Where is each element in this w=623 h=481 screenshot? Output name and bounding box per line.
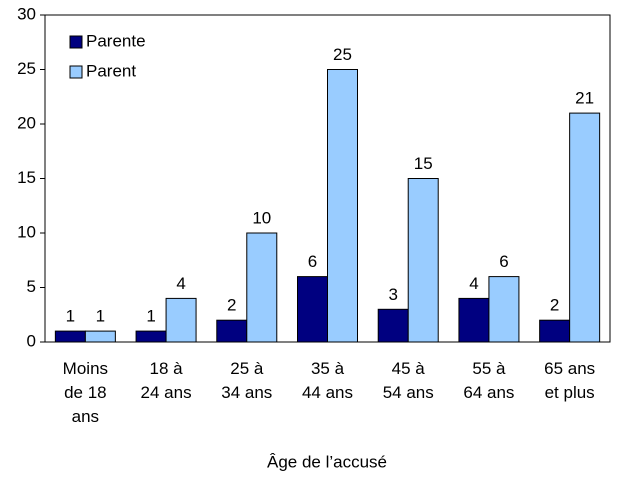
y-tick-label: 15 [17,168,36,187]
bar [327,69,358,343]
legend-label: Parent [86,61,136,80]
legend-swatch [69,65,83,79]
x-tick-label: 55 à 64 ans [463,359,514,402]
data-label: 6 [308,252,317,271]
bar [216,319,248,343]
y-tick-label: 25 [17,59,36,78]
data-label: 1 [146,307,155,326]
x-tick-label: 45 à 54 ans [383,359,434,402]
x-tick-label-line: 35 à [311,359,345,378]
bar [458,297,490,343]
x-tick-label: 18 à 24 ans [141,359,192,402]
bar [297,276,328,343]
x-tick-label-line: ans [72,407,99,426]
x-tick-label: 35 à 44 ans [302,359,353,402]
x-tick-label: 65 ans et plus [544,359,595,402]
x-tick-label-line: 34 ans [221,383,272,402]
bar [165,297,197,343]
bar [135,330,167,343]
x-tick-label-line: de 18 [64,383,107,402]
x-tick-label-line: 44 ans [302,383,353,402]
bar [488,276,520,343]
x-tick-label-line: 65 ans [544,359,595,378]
data-label: 4 [469,274,478,293]
x-tick-label-line: 55 à [472,359,506,378]
y-tick-label: 20 [17,113,36,132]
y-tick-label: 30 [17,4,36,23]
bar [246,232,278,343]
bar [539,319,571,343]
y-tick-label: 5 [27,277,36,296]
x-tick-label-line: Moins [63,359,108,378]
data-label: 2 [550,296,559,315]
bar [54,330,86,343]
x-tick-label-line: 64 ans [463,383,514,402]
x-tick-label-line: 54 ans [383,383,434,402]
bar [84,330,116,343]
data-label: 2 [227,296,236,315]
x-tick-label: Moins de 18 ans [63,359,108,426]
data-label: 6 [499,252,508,271]
x-tick-label-line: 24 ans [141,383,192,402]
bar [569,112,601,343]
x-tick-label: 25 à 34 ans [221,359,272,402]
x-tick-label-line: 25 à [230,359,264,378]
legend-swatch [69,35,83,49]
x-tick-label-line: 45 à [392,359,426,378]
data-label: 21 [575,89,594,108]
y-tick-label: 0 [27,331,36,350]
data-label: 1 [96,307,105,326]
bar [377,308,409,343]
data-label: 15 [414,154,433,173]
bar [407,178,439,343]
x-tick-label-line: et plus [545,383,595,402]
data-label: 1 [66,307,75,326]
data-label: 10 [252,208,271,227]
x-tick-label-line: 18 à [150,359,184,378]
data-label: 3 [388,285,397,304]
y-tick-label: 10 [17,222,36,241]
data-label: 4 [176,274,185,293]
data-label: 25 [333,45,352,64]
legend-label: Parente [86,31,146,50]
x-axis-title: Âge de l’accusé [267,452,387,471]
